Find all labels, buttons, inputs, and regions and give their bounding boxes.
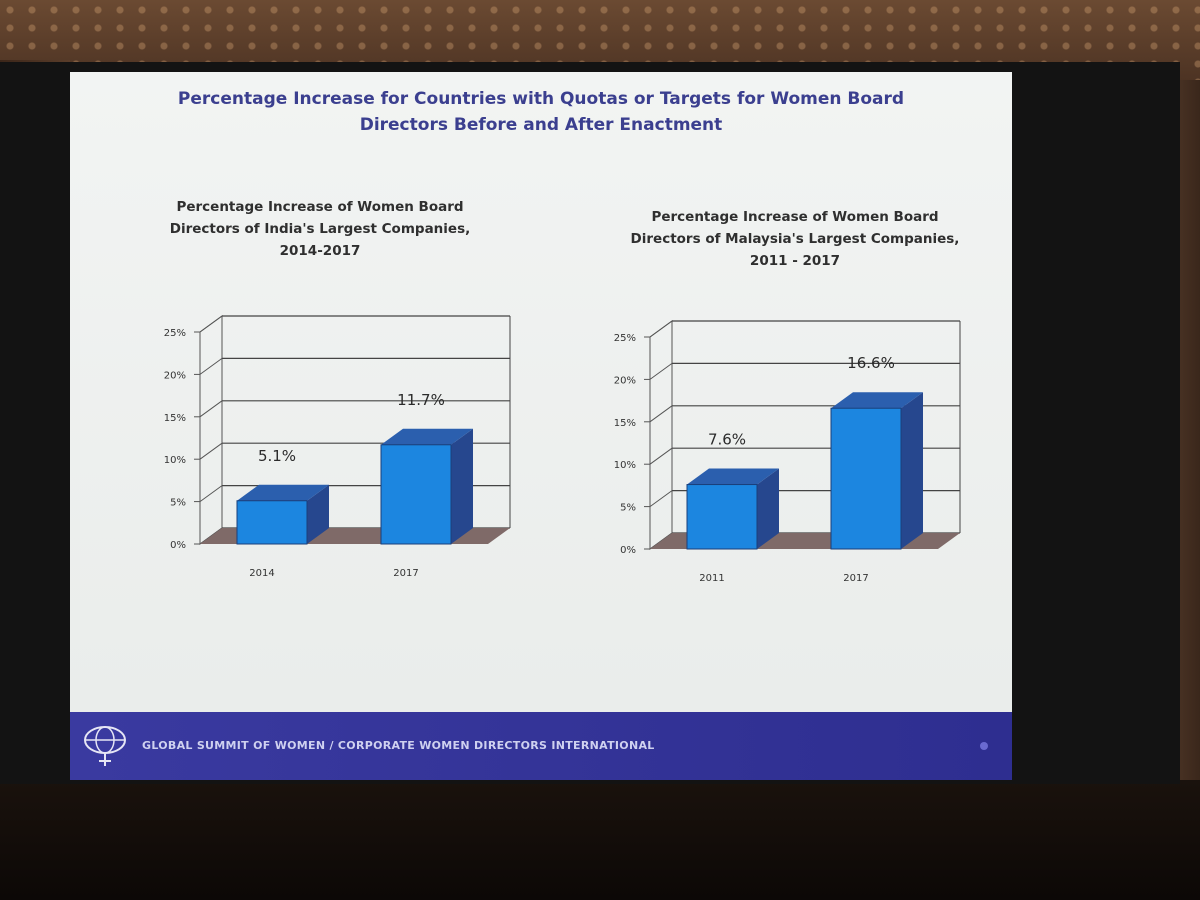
- bar-front: [380, 444, 452, 545]
- bar-top: [687, 468, 779, 485]
- gridline-depth: [649, 447, 673, 465]
- bar-front: [830, 407, 902, 550]
- chart-india: 0% 5% 10% 15% 20% 25% 5.1% 2014 11.7% 2017: [164, 315, 511, 579]
- chart-title-malaysia: Percentage Increase of Women Board Direc…: [630, 209, 960, 269]
- bar-side: [757, 468, 779, 549]
- presentation-slide: Percentage Increase for Countries with Q…: [70, 72, 1012, 780]
- gridline-depth: [199, 357, 223, 375]
- bar-side: [307, 484, 329, 544]
- bar-side: [451, 428, 473, 544]
- slide-title: Percentage Increase for Countries with Q…: [177, 89, 905, 135]
- data-label: 11.7%: [397, 391, 445, 409]
- gridline-depth: [199, 442, 223, 460]
- gridline-depth: [649, 362, 673, 380]
- y-tick-label: 10%: [614, 460, 636, 471]
- gridline-depth: [649, 490, 673, 508]
- x-category-label: 2017: [843, 573, 868, 584]
- y-tick-label: 15%: [164, 413, 186, 424]
- bar-front: [236, 500, 308, 545]
- plot-area: 0% 5% 10% 15% 20% 25% 5.1% 2014 11.7% 2017: [164, 315, 511, 579]
- bar-2011: [686, 468, 779, 550]
- y-tick-label: 10%: [164, 455, 186, 466]
- gridline-depth: [199, 315, 223, 333]
- slide-footer: GLOBAL SUMMIT OF WOMEN / CORPORATE WOMEN…: [70, 712, 1012, 780]
- bar-top: [831, 392, 923, 409]
- bar-2017: [380, 428, 473, 545]
- data-label: 16.6%: [847, 354, 895, 372]
- bar-2017: [830, 392, 923, 550]
- y-tick-label: 5%: [170, 498, 186, 509]
- y-tick-label: 0%: [170, 540, 186, 551]
- y-tick-label: 20%: [614, 375, 636, 386]
- data-label: 7.6%: [708, 431, 746, 449]
- chart-title-india: Percentage Increase of Women Board Direc…: [169, 199, 471, 259]
- y-tick-label: 25%: [164, 328, 186, 339]
- x-category-label: 2011: [699, 573, 724, 584]
- bar-top: [237, 484, 329, 501]
- gridline-depth: [199, 400, 223, 418]
- bar-top: [381, 428, 473, 445]
- y-tick-label: 25%: [614, 333, 636, 344]
- footer-organization-text: GLOBAL SUMMIT OF WOMEN / CORPORATE WOMEN…: [142, 739, 655, 752]
- y-tick-label: 0%: [620, 545, 636, 556]
- bar-2014: [236, 484, 329, 545]
- x-category-label: 2017: [393, 568, 418, 579]
- x-category-label: 2014: [249, 568, 274, 579]
- bar-front: [686, 484, 758, 550]
- room-floor: [0, 780, 1200, 900]
- bar-side: [901, 392, 923, 549]
- page-indicator-dot: [980, 742, 988, 750]
- y-tick-label: 5%: [620, 503, 636, 514]
- side-wall: [199, 315, 223, 545]
- y-tick-label: 15%: [614, 418, 636, 429]
- gridline-depth: [649, 320, 673, 338]
- globe-logo-icon: [84, 726, 126, 766]
- gridline-depth: [199, 485, 223, 503]
- y-tick-label: 20%: [164, 370, 186, 381]
- data-label: 5.1%: [258, 447, 296, 465]
- side-wall: [649, 320, 673, 550]
- plot-area: 0% 5% 10% 15% 20% 25% 7.6% 2011 16.6% 2017: [614, 320, 961, 584]
- gridline-depth: [649, 405, 673, 423]
- chart-malaysia: 0% 5% 10% 15% 20% 25% 7.6% 2011 16.6% 2017: [614, 320, 961, 584]
